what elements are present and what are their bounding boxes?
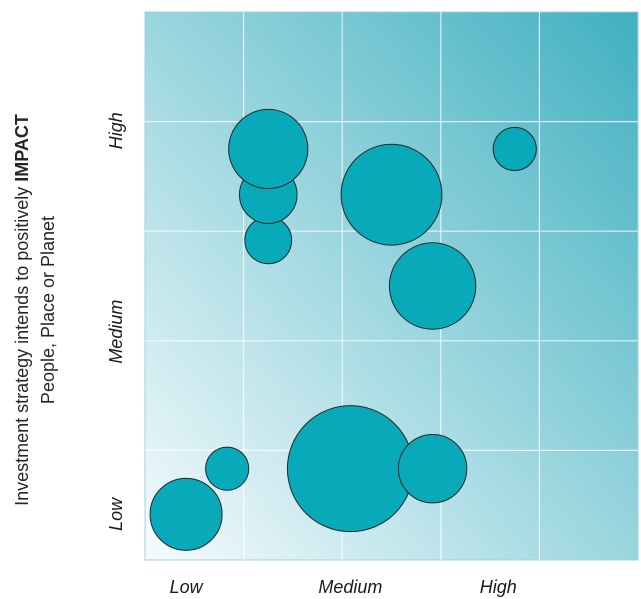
bubble-point-3 xyxy=(286,405,414,533)
x-tick-label-low: Low xyxy=(170,577,204,597)
bubble-point-6 xyxy=(340,143,443,246)
y-axis-title-line1: Investment strategy intends to positivel… xyxy=(12,114,32,506)
y-tick-label-low: Low xyxy=(106,497,126,531)
bubble-point-5 xyxy=(388,242,477,330)
bubble-point-10 xyxy=(492,126,537,172)
bubble-point-2 xyxy=(205,446,250,491)
y-axis-title-line2: People, Place or Planet xyxy=(38,216,58,404)
x-tick-label-medium: Medium xyxy=(318,577,382,597)
y-tick-label-medium: Medium xyxy=(106,300,126,364)
x-tick-label-high: High xyxy=(480,577,517,597)
bubbles xyxy=(149,108,537,551)
y-tick-label-high: High xyxy=(106,112,126,149)
bubble-point-1 xyxy=(149,477,223,551)
bubble-point-4 xyxy=(397,433,468,504)
tick-labels: Low Medium High Low Medium High xyxy=(106,112,517,597)
bubble-point-9 xyxy=(228,108,309,190)
